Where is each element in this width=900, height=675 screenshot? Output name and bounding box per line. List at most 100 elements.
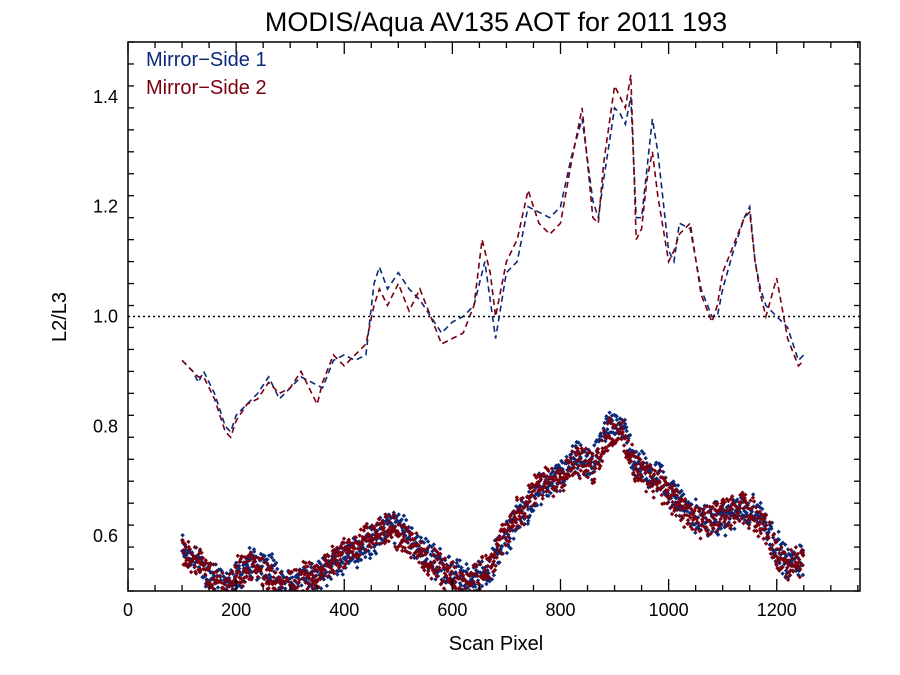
- data-point: [466, 580, 472, 585]
- data-point: [437, 567, 442, 572]
- data-point: [265, 557, 270, 562]
- data-point: [579, 446, 584, 451]
- data-point: [517, 517, 523, 522]
- data-point: [575, 446, 581, 451]
- data-point: [464, 561, 469, 567]
- data-point: [605, 427, 610, 432]
- data-point: [279, 578, 285, 583]
- data-point: [478, 562, 483, 567]
- data-point: [468, 583, 473, 588]
- data-point: [253, 559, 258, 564]
- data-point: [685, 521, 690, 526]
- y-tick-label: 1.2: [93, 197, 118, 217]
- data-point: [602, 420, 607, 426]
- data-point: [677, 496, 683, 501]
- data-point: [669, 511, 675, 517]
- data-point: [491, 559, 497, 564]
- data-point: [464, 569, 469, 574]
- data-point: [238, 580, 244, 585]
- data-point: [418, 535, 424, 540]
- x-tick-label: 200: [221, 600, 251, 620]
- data-point: [632, 476, 637, 482]
- data-point: [627, 460, 632, 465]
- data-point: [484, 581, 489, 587]
- data-point: [401, 513, 407, 518]
- data-point: [209, 585, 214, 590]
- data-point: [469, 592, 473, 596]
- data-point: [517, 514, 522, 519]
- data-point: [507, 524, 512, 529]
- data-point: [264, 567, 269, 572]
- data-point: [491, 553, 496, 558]
- data-point: [496, 548, 501, 553]
- data-point: [704, 504, 709, 509]
- data-point: [350, 549, 355, 554]
- data-point: [181, 548, 186, 553]
- data-point: [437, 560, 443, 566]
- data-point: [776, 537, 782, 542]
- data-point: [503, 530, 509, 535]
- data-point: [303, 560, 308, 566]
- data-point: [793, 545, 799, 550]
- data-point: [743, 492, 748, 497]
- data-point: [249, 553, 254, 558]
- data-point: [712, 507, 717, 512]
- data-point: [515, 510, 520, 515]
- data-point: [448, 581, 454, 586]
- data-point: [651, 482, 656, 487]
- data-point: [714, 499, 719, 505]
- data-point: [266, 586, 271, 591]
- data-point: [444, 573, 449, 579]
- data-point: [767, 520, 772, 525]
- data-point: [338, 553, 343, 558]
- data-point: [607, 442, 612, 447]
- data-point: [556, 462, 561, 468]
- data-point: [563, 472, 569, 477]
- data-point: [241, 570, 246, 575]
- data-point: [237, 569, 242, 574]
- data-point: [532, 472, 537, 478]
- data-point: [180, 537, 185, 543]
- data-point: [577, 457, 582, 462]
- data-point: [675, 483, 681, 488]
- data-point: [771, 531, 777, 537]
- data-point: [729, 501, 735, 507]
- data-point: [315, 578, 320, 584]
- data-point: [582, 449, 587, 454]
- data-point: [543, 474, 548, 479]
- data-point: [603, 433, 608, 439]
- data-point: [726, 515, 731, 521]
- data-point: [493, 563, 498, 568]
- data-point: [786, 570, 792, 575]
- data-point: [672, 508, 677, 514]
- data-point: [659, 492, 664, 498]
- data-point: [214, 569, 219, 574]
- data-point: [325, 563, 330, 568]
- data-point: [561, 488, 566, 493]
- data-point: [454, 572, 459, 577]
- data-point: [386, 530, 391, 536]
- data-point: [605, 448, 610, 453]
- data-point: [326, 564, 332, 569]
- data-point: [422, 563, 428, 568]
- data-point: [569, 452, 574, 457]
- data-point: [714, 529, 720, 534]
- data-point: [541, 489, 546, 495]
- data-point: [576, 463, 581, 468]
- data-point: [370, 536, 375, 541]
- data-point: [708, 522, 714, 528]
- data-point: [393, 544, 398, 549]
- data-point: [278, 570, 283, 575]
- data-point: [643, 470, 648, 475]
- data-point: [693, 527, 698, 532]
- data-point: [372, 536, 377, 541]
- data-point: [722, 524, 727, 529]
- data-point: [487, 578, 493, 583]
- data-point: [234, 560, 239, 565]
- data-point: [310, 569, 315, 574]
- data-point: [688, 522, 693, 527]
- data-point: [784, 554, 789, 559]
- data-point: [217, 593, 221, 597]
- data-point: [249, 575, 255, 580]
- data-point: [715, 501, 720, 506]
